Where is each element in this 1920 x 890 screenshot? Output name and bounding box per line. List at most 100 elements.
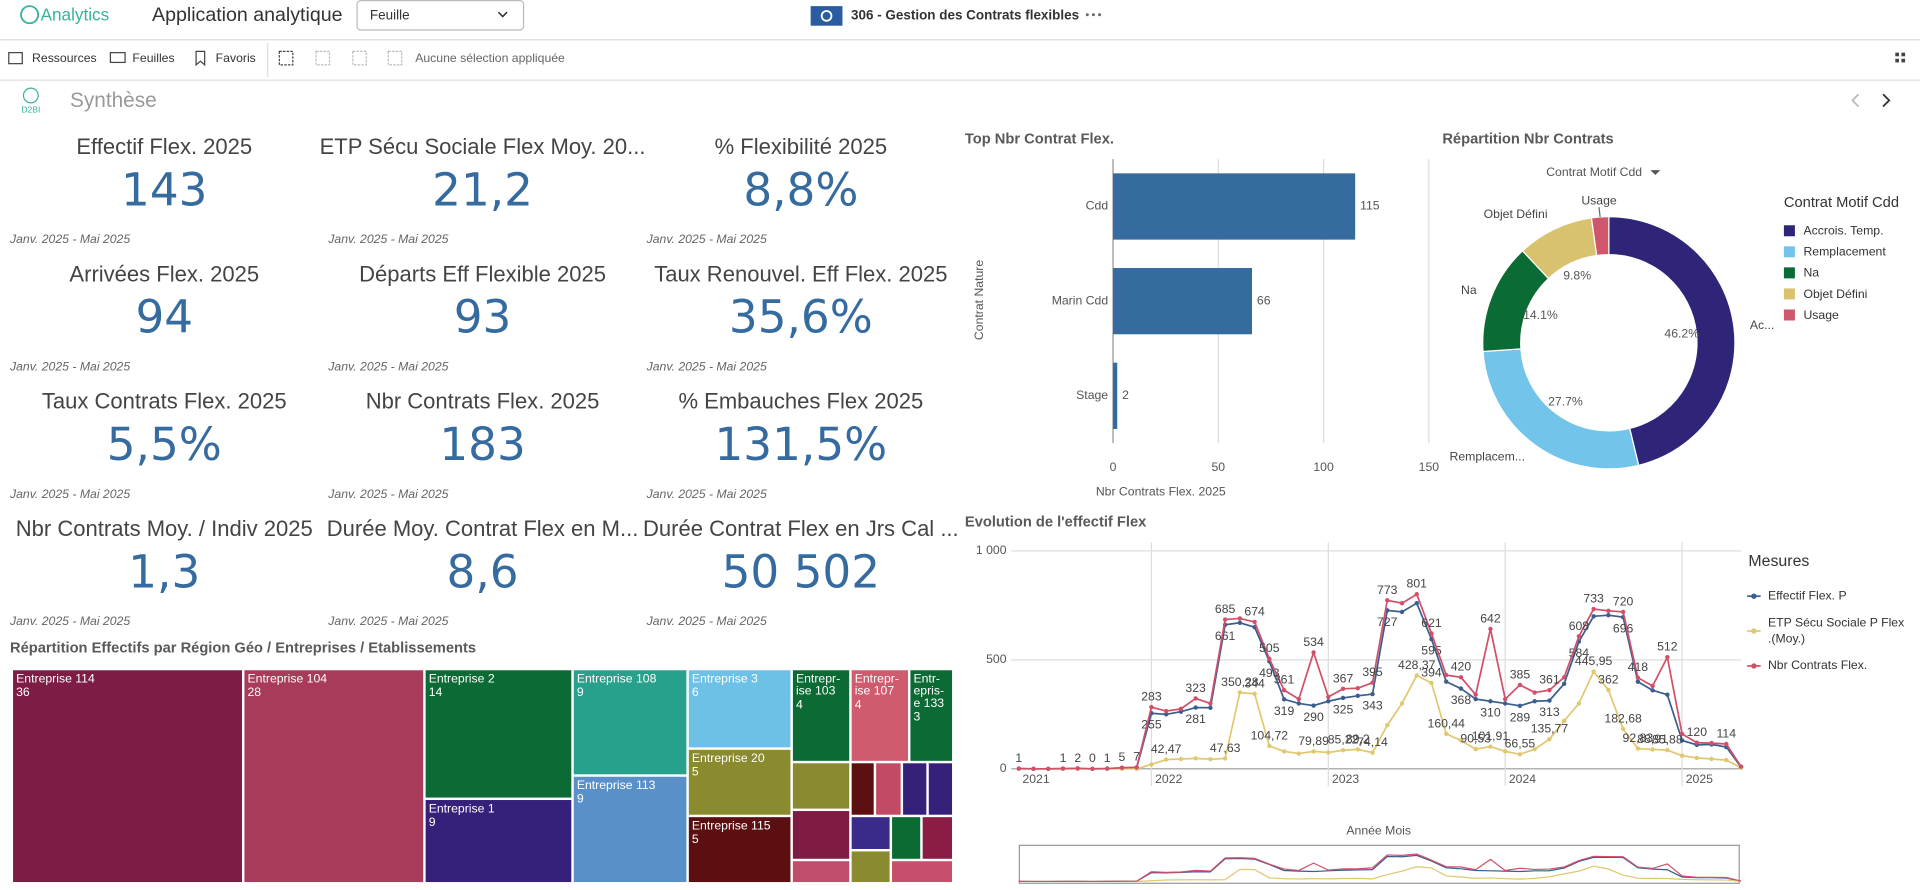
treemap-cell[interactable] xyxy=(572,669,688,776)
x-tick-label: 2022 xyxy=(1155,772,1182,786)
point xyxy=(1046,766,1051,772)
dot[interactable] xyxy=(1091,13,1095,17)
treemap-cell[interactable] xyxy=(850,669,910,763)
data-label: 661 xyxy=(1215,629,1236,643)
data-label: 290 xyxy=(1303,710,1324,724)
data-label: 42,47 xyxy=(1151,742,1182,756)
data-label: 88,91 xyxy=(1637,732,1668,746)
treemap-cell[interactable] xyxy=(791,669,851,763)
icon-grid[interactable] xyxy=(1895,52,1906,63)
point xyxy=(1208,701,1213,706)
data-label: 420 xyxy=(1451,660,1472,674)
cell[interactable] xyxy=(1901,52,1906,57)
data-label: 281 xyxy=(1185,712,1206,726)
kpi-value: 143 xyxy=(121,163,207,216)
chart-title: Evolution de l'effectif Flex xyxy=(965,515,1147,531)
data-label: 92,83 xyxy=(1623,731,1654,745)
cell-label: Entreprise 114 xyxy=(16,672,95,686)
kpi-title: Nbr Contrats Moy. / Indiv 2025 xyxy=(16,516,313,541)
slice-label: Na xyxy=(1461,283,1477,297)
point xyxy=(1311,703,1316,708)
dot[interactable] xyxy=(1098,13,1102,17)
point xyxy=(1517,752,1523,757)
point xyxy=(1473,746,1478,752)
cell-label: Entreprise 3 xyxy=(692,672,758,686)
treemap-cell[interactable] xyxy=(687,669,792,749)
legend-label: Nbr Contrats Flex. xyxy=(1768,658,1867,672)
prev-sheet[interactable] xyxy=(1851,93,1860,108)
selector-caret xyxy=(1650,170,1661,176)
treemap-cell[interactable] xyxy=(850,850,891,884)
brand[interactable]: Analytics xyxy=(41,4,110,24)
cell-value: 5 xyxy=(692,832,699,846)
treemap-cell[interactable] xyxy=(901,762,928,816)
treemap-cell[interactable] xyxy=(572,775,688,884)
treemap-cell[interactable] xyxy=(890,860,954,884)
x-tick-label: 2023 xyxy=(1332,772,1359,786)
treemap-cell[interactable] xyxy=(424,798,573,884)
y-tick-label: 500 xyxy=(986,652,1007,666)
treemap-cell[interactable] xyxy=(850,815,891,851)
treemap-cell[interactable] xyxy=(874,762,902,816)
sheet-select[interactable] xyxy=(356,0,525,31)
point xyxy=(1532,699,1537,704)
brand-icon[interactable] xyxy=(20,5,40,25)
data-label: 367 xyxy=(1333,671,1354,685)
treemap-cell[interactable] xyxy=(850,762,875,816)
data-label: 395 xyxy=(1362,665,1383,679)
kpi-period: Janv. 2025 - Mai 2025 xyxy=(327,359,448,373)
x-tick-label: 100 xyxy=(1313,460,1334,474)
treemap-cell[interactable] xyxy=(424,669,573,799)
point xyxy=(1370,691,1375,697)
point xyxy=(1208,757,1213,762)
point xyxy=(1267,656,1272,661)
treemap-cell[interactable] xyxy=(687,748,792,816)
point xyxy=(1237,616,1243,621)
sheet-select-label[interactable]: Feuille xyxy=(370,7,410,22)
icon-search-selection[interactable] xyxy=(278,50,294,66)
point xyxy=(1119,765,1125,770)
toolbar-item[interactable]: Feuilles xyxy=(132,51,174,65)
point xyxy=(1488,744,1493,749)
treemap-cell[interactable] xyxy=(927,762,954,816)
treemap-cell[interactable] xyxy=(243,669,425,884)
point xyxy=(1458,686,1464,691)
treemap-cell[interactable] xyxy=(890,815,922,861)
point xyxy=(1429,680,1434,686)
treemap-cell[interactable] xyxy=(921,815,954,861)
data-label: 0 xyxy=(1089,751,1096,765)
point xyxy=(1340,686,1346,692)
treemap-cell[interactable] xyxy=(909,669,954,763)
kpi-period: Janv. 2025 - Mai 2025 xyxy=(9,614,130,628)
cell[interactable] xyxy=(1895,58,1899,63)
next-sheet[interactable] xyxy=(1882,93,1891,108)
treemap-cell[interactable] xyxy=(791,762,851,810)
dimension-selector[interactable]: Contrat Motif Cdd xyxy=(1546,165,1642,179)
cell[interactable] xyxy=(1895,52,1899,57)
treemap-cell[interactable] xyxy=(791,809,851,861)
treemap-cell[interactable] xyxy=(11,669,244,884)
sheet-title: Synthèse xyxy=(70,89,157,112)
point xyxy=(1311,749,1316,754)
point xyxy=(1075,766,1080,771)
more-menu[interactable] xyxy=(1085,13,1102,17)
data-label: 727 xyxy=(1377,615,1398,629)
cell-value: 9 xyxy=(577,685,584,699)
kpi-title: Durée Contrat Flex en Jrs Cal ... xyxy=(643,516,959,541)
toolbar-item[interactable]: Favoris xyxy=(216,51,256,65)
point xyxy=(1473,696,1478,702)
point xyxy=(1178,756,1184,762)
app-icon xyxy=(810,6,843,26)
point xyxy=(1296,751,1302,756)
dot[interactable] xyxy=(1085,13,1089,17)
kpi-period: Janv. 2025 - Mai 2025 xyxy=(9,487,130,501)
kpi-value: 8,8% xyxy=(743,163,858,216)
toolbar-item[interactable]: Ressources xyxy=(32,51,97,65)
point xyxy=(1709,756,1714,762)
data-label: 428,37 xyxy=(1398,658,1436,672)
treemap-cell[interactable] xyxy=(791,860,851,884)
cell[interactable] xyxy=(1901,58,1906,63)
treemap-cell[interactable] xyxy=(687,815,792,884)
icon-back xyxy=(315,50,331,66)
